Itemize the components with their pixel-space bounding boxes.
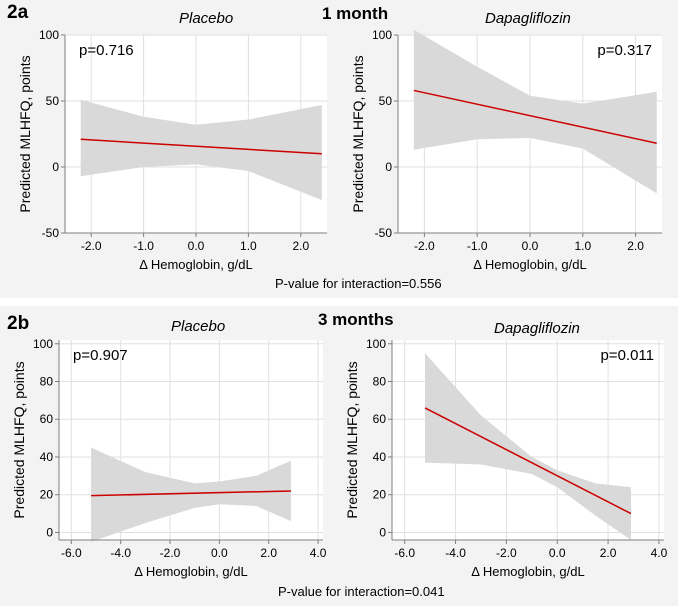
x-axis-label: Δ Hemoglobin, g/dL [471,564,584,579]
y-tick-label: 40 [373,450,387,464]
y-axis-label: Predicted MLHFQ, points [11,361,27,518]
y-axis-label: Predicted MLHFQ, points [350,55,366,212]
x-tick-label: -6.0 [394,546,415,560]
regression-line [424,407,632,515]
y-axis-label: Predicted MLHFQ, points [17,55,33,212]
y-tick-label: 60 [373,412,387,426]
interaction-pvalue-3-months: P-value for interaction=0.041 [278,584,445,599]
y-tick-label: 100 [366,337,386,351]
x-tick-label: 2.0 [600,546,617,560]
x-tick-label: 1.0 [574,239,591,253]
p-value-label: p=0.907 [73,347,128,364]
y-tick-label: 50 [46,94,60,108]
chart-title-placebo-1-month: Placebo [179,10,234,27]
p-value-label: p=0.317 [597,42,652,59]
chart-title-dapagliflozin-1-month: Dapagliflozin [485,10,571,27]
y-tick-label: 100 [39,28,59,42]
y-tick-label: 80 [40,375,54,389]
x-tick-label: -6.0 [61,546,82,560]
x-tick-label: 0.0 [522,239,539,253]
chart-title-placebo-3-months: Placebo [171,318,226,335]
confidence-band [425,353,631,540]
x-tick-label: -4.0 [445,546,466,560]
x-tick-label: -1.0 [133,239,154,253]
panel-label-2b: 2b [7,313,30,334]
y-tick-label: 80 [373,375,387,389]
regression-line [413,89,657,144]
x-tick-label: -4.0 [110,546,131,560]
x-tick-label: 0.0 [188,239,205,253]
y-tick-label: 20 [373,488,387,502]
x-tick-label: 2.0 [627,239,644,253]
chart-title-dapagliflozin-3-months: Dapagliflozin [494,320,580,337]
y-tick-label: 100 [372,28,392,42]
y-tick-label: -50 [375,226,393,240]
x-axis-label: Δ Hemoglobin, g/dL [134,564,247,579]
y-tick-label: 100 [33,337,53,351]
x-tick-label: 4.0 [310,546,327,560]
y-tick-label: 20 [40,488,54,502]
y-tick-label: -50 [42,226,60,240]
p-value-label: p=0.716 [79,42,134,59]
x-axis-label: Δ Hemoglobin, g/dL [473,257,586,272]
x-tick-label: 2.0 [292,239,309,253]
x-axis-label: Δ Hemoglobin, g/dL [139,257,252,272]
x-tick-label: -2.0 [496,546,517,560]
interaction-pvalue-1-month: P-value for interaction=0.556 [275,276,442,291]
y-tick-label: 60 [40,412,54,426]
p-value-label: p=0.011 [600,347,654,364]
regression-line [91,490,291,497]
confidence-band [91,447,291,542]
y-tick-label: 0 [379,525,386,539]
chart-3: 0 20 40 60 80 100 -6.0 -4.0 -2.0 0.0 2.0 4.0 Δ Hemog… [11,337,327,579]
x-tick-label: 1.0 [240,239,257,253]
y-tick-label: 0 [46,525,53,539]
x-tick-label: 0.0 [211,546,228,560]
chart-4: 0 20 40 60 80 100 -6.0 -4.0 -2.0 0.0 2.0 4.0 Δ Hemog… [344,337,668,579]
time-label-3-months: 3 months [318,310,394,329]
x-tick-label: -2.0 [160,546,181,560]
chart-1: -50 0 50 100 -2.0 -1.0 0.0 1.0 2.0 Δ Hemoglobin, … [17,28,327,272]
y-tick-label: 50 [379,94,393,108]
regression-line [80,138,322,155]
y-tick-label: 40 [40,450,54,464]
x-tick-label: -1.0 [467,239,488,253]
confidence-band [413,29,657,194]
x-tick-label: 4.0 [651,546,668,560]
confidence-band [80,99,322,200]
time-label-1-month: 1 month [322,4,389,23]
x-tick-label: -2.0 [81,239,102,253]
x-tick-label: 2.0 [260,546,277,560]
y-tick-label: 0 [385,160,392,174]
y-axis-label: Predicted MLHFQ, points [344,361,360,518]
chart-2: -50 0 50 100 -2.0 -1.0 0.0 1.0 2.0 Δ Hemoglobin, … [350,28,662,272]
x-tick-label: 0.0 [549,546,566,560]
x-tick-label: -2.0 [414,239,435,253]
y-tick-label: 0 [52,160,59,174]
panel-label-2a: 2a [7,2,29,23]
